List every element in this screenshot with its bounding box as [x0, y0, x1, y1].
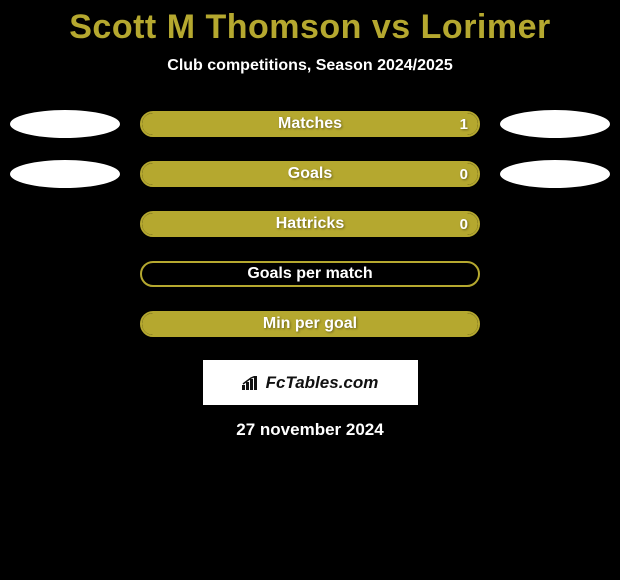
stat-row: Matches1: [0, 110, 620, 138]
logo-box: FcTables.com: [203, 360, 418, 405]
stat-bar: Matches1: [140, 111, 480, 137]
stat-row: Min per goal: [0, 310, 620, 338]
stat-rows: Matches1Goals0Hattricks0Goals per matchM…: [0, 110, 620, 338]
stat-bar-label: Hattricks: [142, 213, 478, 235]
stat-row: Goals per match: [0, 260, 620, 288]
stat-bar-value-right: 0: [450, 163, 478, 185]
stat-bar-value-right: 1: [450, 113, 478, 135]
logo-text: FcTables.com: [266, 373, 379, 393]
subtitle: Club competitions, Season 2024/2025: [0, 57, 620, 75]
chart-icon: [242, 376, 260, 390]
stat-bar-label: Min per goal: [142, 313, 478, 335]
stat-bar: Min per goal: [140, 311, 480, 337]
player-right-ellipse: [500, 160, 610, 188]
stat-bar-label: Matches: [142, 113, 478, 135]
stat-bar-label: Goals per match: [142, 263, 478, 285]
player-left-ellipse: [10, 160, 120, 188]
date-text: 27 november 2024: [0, 420, 620, 440]
player-left-ellipse: [10, 110, 120, 138]
infographic-container: Scott M Thomson vs Lorimer Club competit…: [0, 0, 620, 440]
stat-bar: Goals per match: [140, 261, 480, 287]
stat-bar-label: Goals: [142, 163, 478, 185]
stat-bar-value-right: 0: [450, 213, 478, 235]
stat-row: Goals0: [0, 160, 620, 188]
stat-bar: Goals0: [140, 161, 480, 187]
stat-bar: Hattricks0: [140, 211, 480, 237]
page-title: Scott M Thomson vs Lorimer: [0, 8, 620, 47]
stat-row: Hattricks0: [0, 210, 620, 238]
player-right-ellipse: [500, 110, 610, 138]
